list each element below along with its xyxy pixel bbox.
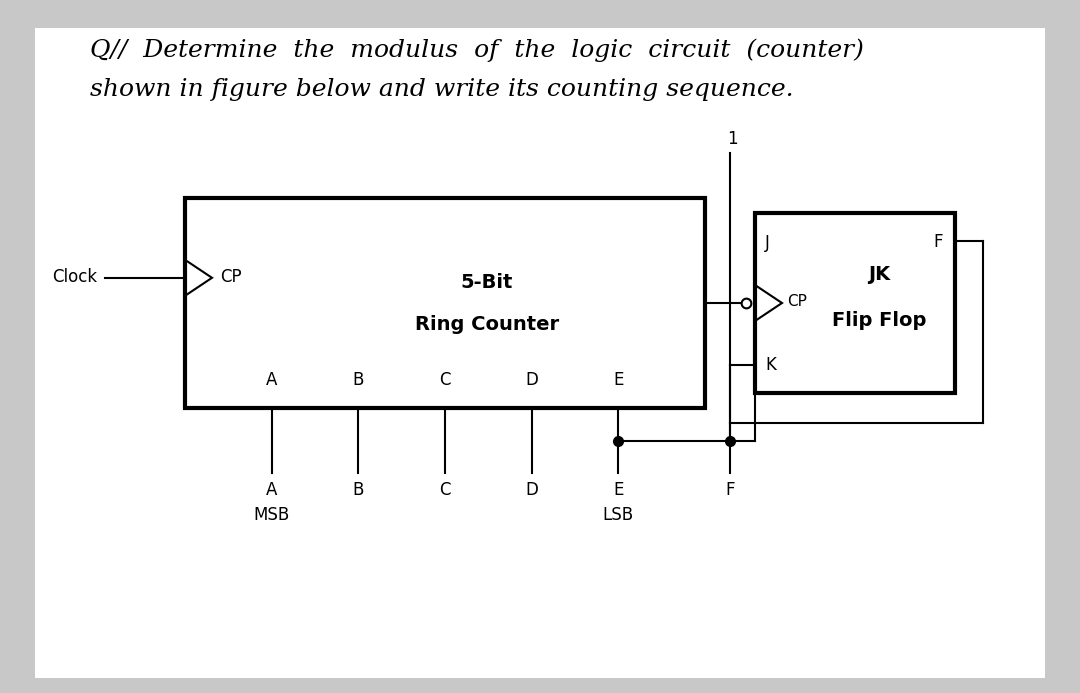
Text: A: A — [266, 481, 278, 499]
Text: D: D — [525, 371, 538, 389]
Text: JK: JK — [868, 265, 890, 285]
Text: C: C — [440, 481, 450, 499]
Text: Flip Flop: Flip Flop — [832, 311, 927, 331]
Bar — [755, 213, 955, 393]
Text: 1: 1 — [727, 130, 738, 148]
Text: D: D — [525, 481, 538, 499]
Text: C: C — [440, 371, 450, 389]
Bar — [185, 198, 705, 408]
Text: F: F — [726, 481, 734, 499]
Text: LSB: LSB — [603, 506, 634, 524]
Text: MSB: MSB — [254, 506, 289, 524]
Text: E: E — [613, 371, 623, 389]
Text: E: E — [613, 481, 623, 499]
Text: CP: CP — [220, 267, 242, 286]
Text: Clock: Clock — [52, 267, 97, 286]
Text: Q//  Determine  the  modulus  of  the  logic  circuit  (counter): Q// Determine the modulus of the logic c… — [90, 38, 864, 62]
Text: B: B — [353, 481, 364, 499]
Text: Ring Counter: Ring Counter — [415, 315, 558, 335]
Text: J: J — [765, 234, 770, 252]
Text: shown in figure below and write its counting sequence.: shown in figure below and write its coun… — [90, 78, 794, 101]
Text: A: A — [266, 371, 278, 389]
Text: F: F — [933, 233, 943, 251]
Text: B: B — [353, 371, 364, 389]
Text: K: K — [765, 356, 775, 374]
Text: 5-Bit: 5-Bit — [460, 274, 513, 292]
Text: CP: CP — [787, 295, 807, 310]
